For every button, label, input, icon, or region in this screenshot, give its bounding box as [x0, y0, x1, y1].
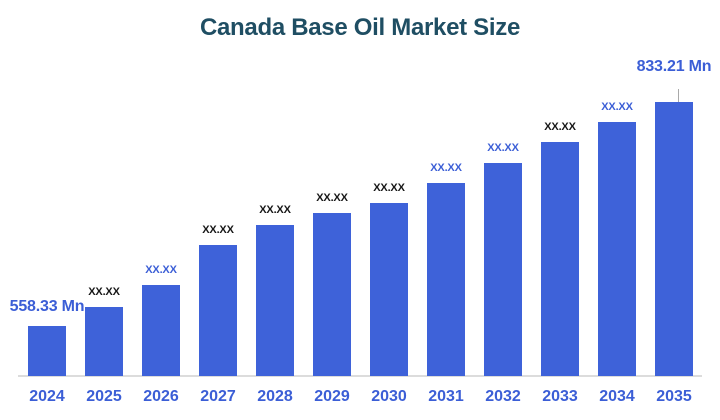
x-axis-tick-label: 2029 — [314, 388, 350, 405]
x-axis-tick-label: 2033 — [542, 388, 578, 405]
x-axis-tick-label: 2024 — [29, 388, 65, 405]
x-axis-tick-label: 2027 — [200, 388, 236, 405]
bar-value-label: XX.XX — [601, 101, 633, 113]
bar-value-label: XX.XX — [373, 182, 405, 194]
bar-value-label: 558.33 Mn — [9, 298, 85, 315]
label-leader-line — [677, 89, 679, 102]
bar-value-label: XX.XX — [259, 204, 291, 216]
chart-title: Canada Base Oil Market Size — [199, 14, 521, 41]
bar — [427, 183, 465, 376]
x-axis-tick-label: 2028 — [257, 388, 293, 405]
x-axis-tick-label: 2030 — [371, 388, 407, 405]
bar — [655, 102, 693, 376]
bar — [598, 122, 636, 376]
bar-value-label: XX.XX — [88, 286, 120, 298]
bar — [313, 213, 351, 376]
bar-value-label: XX.XX — [145, 264, 177, 276]
x-axis-tick-label: 2026 — [143, 388, 179, 405]
bar — [256, 225, 294, 376]
x-axis-tick-label: 2034 — [599, 388, 635, 405]
x-axis-tick-label: 2032 — [485, 388, 521, 405]
bar-value-label: 833.21 Mn — [636, 58, 712, 75]
bar — [370, 203, 408, 376]
bar — [142, 285, 180, 376]
bar-value-label: XX.XX — [487, 142, 519, 154]
x-axis-tick-label: 2025 — [86, 388, 122, 405]
x-axis-line — [18, 375, 702, 377]
bar-value-label: XX.XX — [202, 224, 234, 236]
bar — [85, 307, 123, 376]
x-axis-tick-label: 2031 — [428, 388, 464, 405]
bar-value-label: XX.XX — [544, 121, 576, 133]
bar — [484, 163, 522, 376]
bar — [28, 326, 66, 376]
bar-value-label: XX.XX — [430, 162, 462, 174]
bar — [199, 245, 237, 376]
bar — [541, 142, 579, 376]
x-axis-tick-label: 2035 — [656, 388, 692, 405]
bar-value-label: XX.XX — [316, 192, 348, 204]
